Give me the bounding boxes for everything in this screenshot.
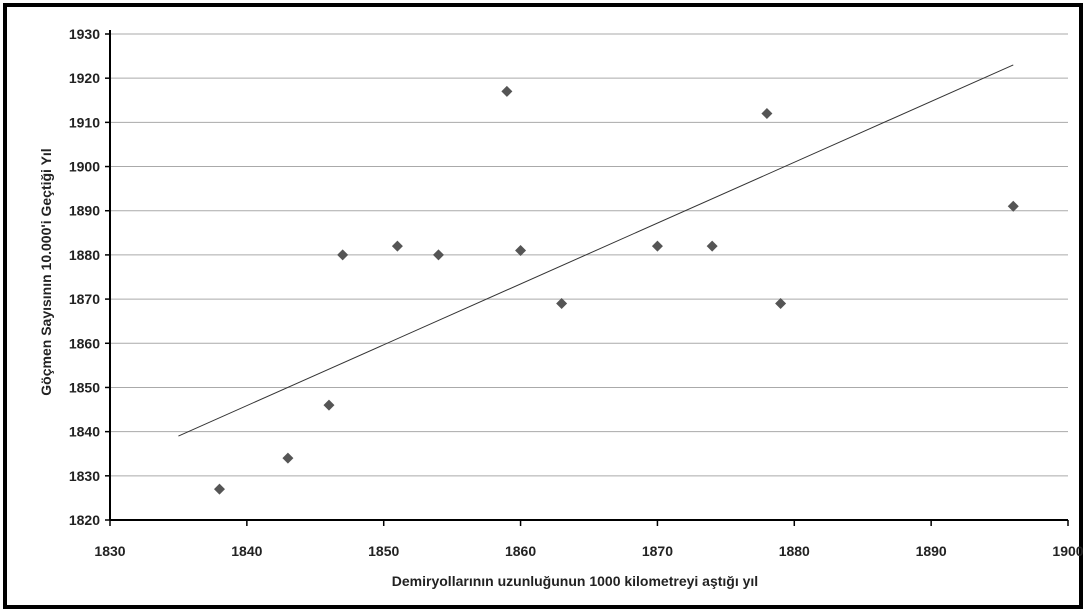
y-tick-labels: 1820 1830 1840 1850 1860 1870 1880 1890 1900 1910… xyxy=(69,26,100,528)
x-tick-label: 1860 xyxy=(505,543,536,559)
chart-frame xyxy=(3,3,1083,609)
trendline-group xyxy=(178,64,1014,437)
data-point xyxy=(391,240,403,252)
y-tick-label: 1840 xyxy=(69,424,100,440)
y-tick-label: 1870 xyxy=(69,291,100,307)
x-tick-label: 1840 xyxy=(231,543,262,559)
data-point xyxy=(556,298,568,310)
y-axis-title: Göçmen Sayısının 10.000'i Geçtiği Yıl xyxy=(38,148,54,395)
data-point xyxy=(432,249,444,261)
x-tick-label: 1880 xyxy=(779,543,810,559)
x-tick-label: 1850 xyxy=(368,543,399,559)
data-point xyxy=(761,108,773,120)
y-tick-label: 1880 xyxy=(69,247,100,263)
data-point xyxy=(282,452,294,464)
data-point xyxy=(337,249,349,261)
axes xyxy=(105,30,1069,526)
y-tick-label: 1860 xyxy=(69,335,100,351)
trendline xyxy=(178,64,1014,437)
y-tick-label: 1900 xyxy=(69,159,100,175)
data-points xyxy=(213,85,1019,495)
data-point xyxy=(651,240,663,252)
x-tick-label: 1900 xyxy=(1052,543,1083,559)
y-tick-label: 1850 xyxy=(69,379,100,395)
y-tick-label: 1920 xyxy=(69,70,100,86)
data-point xyxy=(515,244,527,256)
y-tick-label: 1820 xyxy=(69,512,100,528)
data-point xyxy=(213,483,225,495)
x-tick-label: 1890 xyxy=(916,543,947,559)
x-axis-title: Demiryollarının uzunluğunun 1000 kilomet… xyxy=(392,573,758,589)
y-tick-label: 1930 xyxy=(69,26,100,42)
x-tick-label: 1830 xyxy=(94,543,125,559)
data-point xyxy=(323,399,335,411)
x-tick-label: 1870 xyxy=(642,543,673,559)
gridlines xyxy=(110,33,1068,477)
data-point xyxy=(1007,200,1019,212)
y-tick-label: 1830 xyxy=(69,468,100,484)
data-point xyxy=(775,298,787,310)
data-point xyxy=(706,240,718,252)
x-tick-labels: 1830 1840 1850 1860 1870 1880 1890 1900 xyxy=(94,543,1083,559)
data-point xyxy=(501,85,513,97)
y-tick-label: 1890 xyxy=(69,203,100,219)
y-tick-label: 1910 xyxy=(69,114,100,130)
